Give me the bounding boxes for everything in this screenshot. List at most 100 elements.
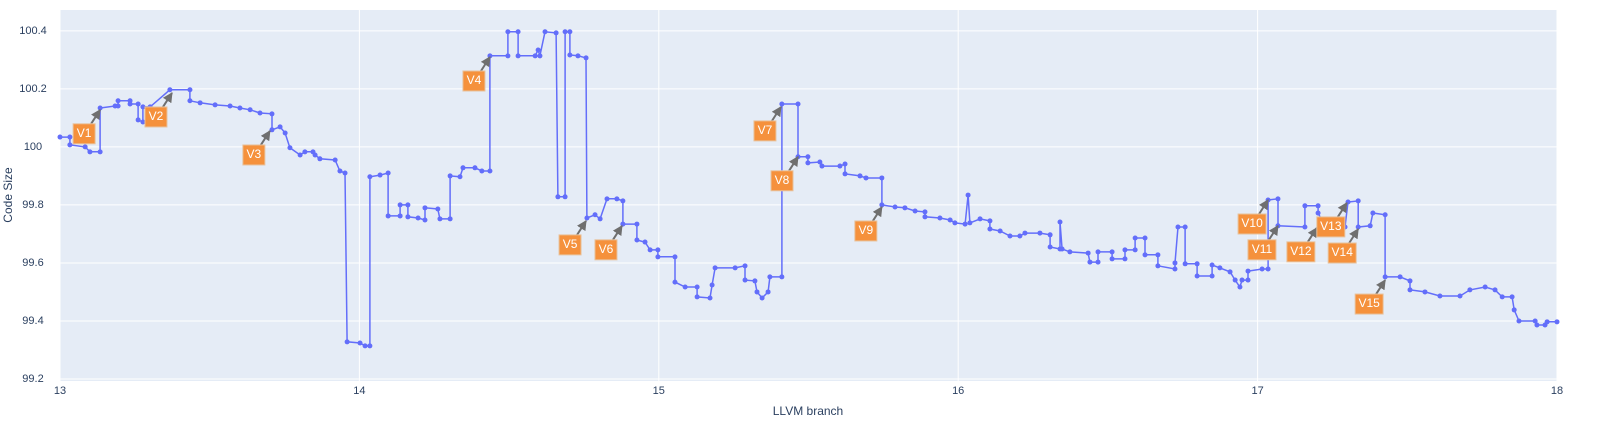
point — [987, 226, 993, 232]
point — [567, 29, 573, 35]
point — [842, 171, 848, 177]
annotation-arrow — [260, 130, 271, 146]
annotation-box — [1354, 293, 1384, 315]
annotation-arrow — [872, 206, 883, 222]
point — [1437, 293, 1443, 299]
annotation-box — [1316, 216, 1346, 238]
annotation-box — [854, 220, 878, 242]
annotation-box — [72, 123, 96, 145]
point — [422, 205, 428, 211]
point — [337, 168, 343, 174]
point — [1085, 250, 1091, 256]
point — [377, 172, 383, 178]
point — [435, 206, 441, 212]
point — [1142, 252, 1148, 258]
point — [584, 215, 590, 221]
point — [277, 124, 283, 130]
point — [1245, 277, 1251, 283]
annotation-box — [770, 170, 794, 192]
point — [447, 173, 453, 179]
annotation-arrow — [771, 106, 782, 122]
x-tick-label: 18 — [1551, 385, 1563, 397]
point — [759, 295, 765, 301]
point — [167, 87, 173, 93]
point — [879, 175, 885, 181]
point — [819, 163, 825, 169]
point — [367, 343, 373, 349]
point — [952, 220, 958, 226]
point — [765, 289, 771, 295]
point — [1175, 224, 1181, 230]
annotation-box — [1327, 242, 1357, 264]
point — [732, 265, 738, 271]
point — [1022, 230, 1028, 236]
point — [82, 144, 88, 150]
point — [140, 104, 146, 110]
point — [1370, 210, 1376, 216]
point — [302, 149, 308, 155]
point — [655, 254, 661, 260]
point — [1109, 249, 1115, 255]
point — [1509, 294, 1515, 300]
point — [1245, 268, 1251, 274]
point — [1467, 287, 1473, 293]
point — [1259, 266, 1265, 272]
point — [779, 101, 785, 107]
point — [535, 47, 541, 53]
point — [1172, 266, 1178, 272]
point — [67, 142, 73, 148]
point — [1237, 284, 1243, 290]
point — [1067, 249, 1073, 255]
point — [962, 221, 968, 227]
point — [227, 103, 233, 109]
point — [1122, 247, 1128, 253]
point — [634, 221, 640, 227]
point — [712, 265, 718, 271]
point — [1047, 244, 1053, 250]
point — [1047, 232, 1053, 238]
point — [67, 134, 73, 140]
annotation-arrow — [788, 155, 799, 172]
point — [912, 208, 918, 214]
point — [694, 284, 700, 290]
point — [212, 102, 218, 108]
point — [967, 220, 973, 226]
point — [115, 103, 121, 109]
point — [817, 159, 823, 165]
point — [457, 174, 463, 180]
annotation-label: V8 — [775, 173, 790, 187]
point — [1407, 287, 1413, 293]
point — [135, 117, 141, 123]
point — [1422, 289, 1428, 295]
point — [1194, 261, 1200, 267]
point — [879, 202, 885, 208]
annotation-arrow — [1336, 202, 1348, 218]
point — [805, 160, 811, 166]
point — [655, 247, 661, 253]
point — [437, 216, 443, 222]
point — [312, 152, 318, 158]
y-axis-title: Code Size — [1, 167, 15, 223]
point — [1132, 235, 1138, 241]
point — [1109, 256, 1115, 262]
point — [567, 52, 573, 58]
annotation-label: V11 — [1252, 242, 1273, 256]
point — [1534, 322, 1540, 328]
point — [1315, 203, 1321, 209]
point — [385, 170, 391, 176]
point — [460, 165, 466, 171]
annotation-arrow — [1375, 279, 1386, 295]
point — [515, 53, 521, 59]
point — [1155, 252, 1161, 258]
point — [842, 161, 848, 167]
point — [922, 214, 928, 220]
annotation-label: V5 — [563, 237, 578, 251]
point — [344, 339, 350, 345]
point — [1182, 224, 1188, 230]
annotation-label: V13 — [1320, 219, 1342, 233]
point — [597, 216, 603, 222]
point — [1194, 273, 1200, 279]
point — [1059, 246, 1065, 252]
annotation-arrow — [1307, 227, 1318, 243]
point — [1087, 259, 1093, 265]
